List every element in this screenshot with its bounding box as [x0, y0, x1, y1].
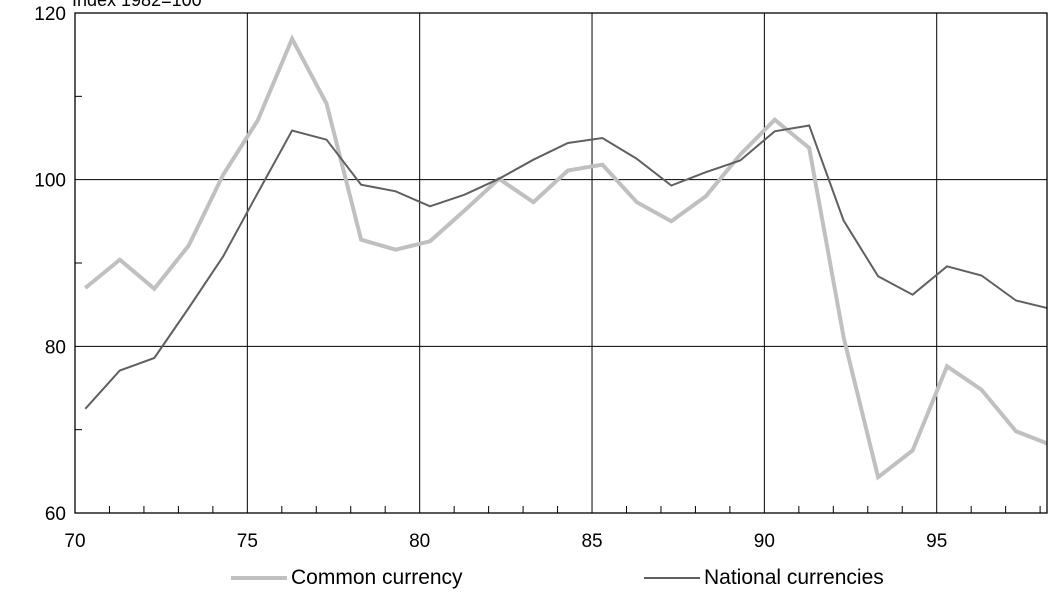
y-tick-label: 100 — [34, 171, 66, 192]
y-tick-label: 80 — [45, 337, 66, 358]
legend: Common currency National currencies — [0, 566, 1049, 598]
y-tick-label: 60 — [45, 504, 66, 525]
x-tick-label: 80 — [409, 531, 430, 552]
x-tick-label: 70 — [64, 531, 85, 552]
plot-frame — [74, 12, 1048, 514]
minor-ticks — [75, 95, 1041, 513]
x-tick-label: 75 — [237, 531, 258, 552]
series-line-common-currency — [84, 34, 1047, 481]
series-line-national-currencies — [84, 124, 1047, 410]
x-tick-label: 95 — [926, 531, 947, 552]
x-tick-label: 90 — [754, 531, 775, 552]
line-chart: 60 80 100 120 70 75 80 85 90 95 Index 1982=100 — [34, 0, 1048, 552]
grid — [75, 13, 1047, 513]
x-tick-label: 85 — [581, 531, 602, 552]
legend-item-national-currencies: National currencies — [644, 566, 884, 590]
y-axis-tick-labels: 60 80 100 120 — [34, 4, 66, 525]
legend-label-common-currency: Common currency — [291, 566, 463, 589]
y-axis-unit-label: Index 1982=100 — [72, 0, 202, 10]
legend-swatch-national-currencies — [644, 577, 700, 579]
x-axis-tick-labels: 70 75 80 85 90 95 — [64, 531, 947, 552]
series-lines — [84, 34, 1047, 481]
legend-label-national-currencies: National currencies — [704, 566, 884, 589]
y-tick-label: 120 — [34, 4, 66, 25]
legend-swatch-common-currency — [231, 576, 287, 580]
legend-item-common-currency: Common currency — [231, 566, 463, 590]
